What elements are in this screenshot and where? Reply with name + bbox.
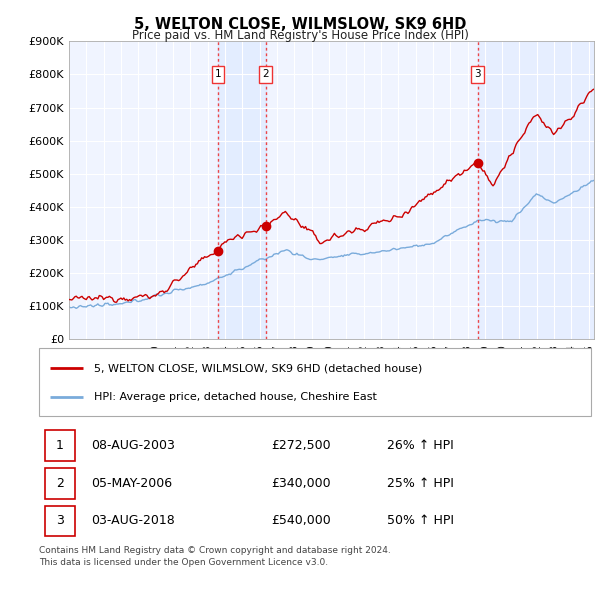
Text: £272,500: £272,500 xyxy=(271,439,331,452)
Text: 5, WELTON CLOSE, WILMSLOW, SK9 6HD: 5, WELTON CLOSE, WILMSLOW, SK9 6HD xyxy=(134,17,466,31)
Bar xyxy=(44,506,75,536)
Text: Price paid vs. HM Land Registry's House Price Index (HPI): Price paid vs. HM Land Registry's House … xyxy=(131,30,469,42)
Text: 25% ↑ HPI: 25% ↑ HPI xyxy=(387,477,454,490)
Text: 08-AUG-2003: 08-AUG-2003 xyxy=(91,439,175,452)
Text: 26% ↑ HPI: 26% ↑ HPI xyxy=(387,439,454,452)
Text: 2: 2 xyxy=(56,477,64,490)
Text: 2: 2 xyxy=(262,70,269,80)
Bar xyxy=(44,430,75,461)
Bar xyxy=(478,41,594,339)
Bar xyxy=(218,41,266,339)
Text: 3: 3 xyxy=(56,514,64,527)
Text: 1: 1 xyxy=(215,70,221,80)
Text: 50% ↑ HPI: 50% ↑ HPI xyxy=(387,514,454,527)
Text: 1: 1 xyxy=(56,439,64,452)
Text: Contains HM Land Registry data © Crown copyright and database right 2024.
This d: Contains HM Land Registry data © Crown c… xyxy=(39,546,391,567)
Text: 05-MAY-2006: 05-MAY-2006 xyxy=(91,477,173,490)
Text: 3: 3 xyxy=(475,70,481,80)
Bar xyxy=(44,468,75,499)
Text: £540,000: £540,000 xyxy=(271,514,331,527)
Text: HPI: Average price, detached house, Cheshire East: HPI: Average price, detached house, Ches… xyxy=(94,392,377,402)
Text: £340,000: £340,000 xyxy=(271,477,331,490)
Text: 5, WELTON CLOSE, WILMSLOW, SK9 6HD (detached house): 5, WELTON CLOSE, WILMSLOW, SK9 6HD (deta… xyxy=(94,363,422,373)
Text: 03-AUG-2018: 03-AUG-2018 xyxy=(91,514,175,527)
